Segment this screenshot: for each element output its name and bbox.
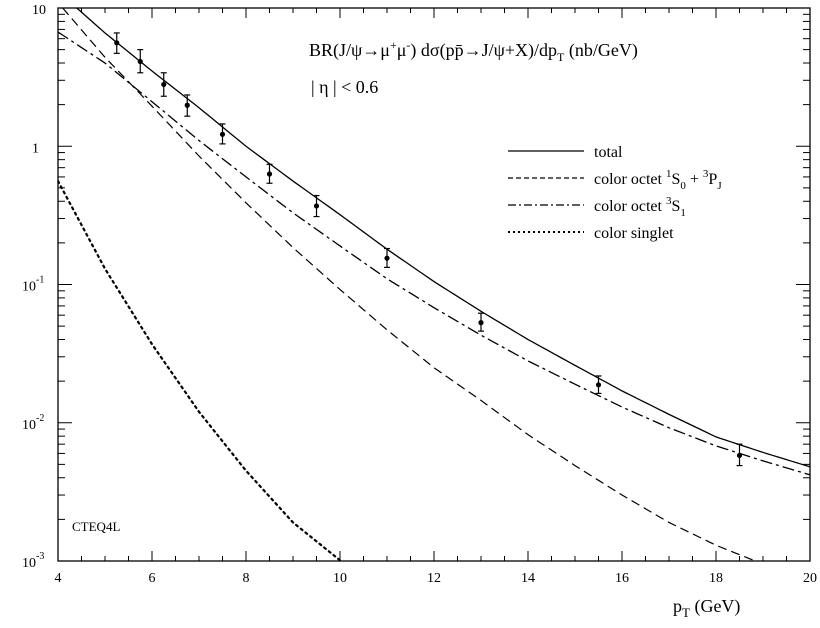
x-tick-label: 12 bbox=[427, 571, 441, 586]
chart-subtitle: | η | < 0.6 bbox=[311, 77, 378, 97]
y-tick-label: 10-3 bbox=[22, 551, 44, 571]
x-tick-label: 4 bbox=[55, 571, 62, 586]
data-point bbox=[137, 58, 143, 65]
x-tick-label: 8 bbox=[243, 571, 250, 586]
series-line-3 bbox=[58, 179, 343, 561]
data-point bbox=[266, 171, 273, 177]
chart-title: BR(J/ψ→μ+μ-) dσ(pp̄→J/ψ+X)/dpT (nb/GeV) bbox=[309, 38, 638, 64]
series-line-0 bbox=[76, 8, 810, 468]
data-point bbox=[595, 382, 602, 388]
annotation-cteq4l: CTEQ4L bbox=[72, 519, 120, 534]
legend-label-octet-s1: color octet 3S1 bbox=[594, 195, 686, 219]
data-point bbox=[384, 255, 390, 261]
plot-frame bbox=[57, 7, 811, 562]
curves bbox=[58, 8, 810, 561]
x-tick-label: 18 bbox=[709, 571, 723, 586]
x-tick-label: 16 bbox=[615, 571, 629, 586]
data-point bbox=[313, 203, 320, 209]
legend: total color octet 1S0 + 3PJ color octet … bbox=[508, 144, 722, 242]
x-tick-label: 14 bbox=[521, 571, 535, 586]
axis-ticks bbox=[57, 7, 811, 562]
y-tick-label: 10-1 bbox=[22, 275, 44, 295]
x-tick-label: 6 bbox=[149, 571, 156, 586]
y-tick-label: 10 bbox=[32, 3, 46, 18]
data-point bbox=[184, 102, 190, 108]
x-tick-label: 10 bbox=[333, 571, 347, 586]
data-point bbox=[114, 40, 120, 46]
y-tick-label: 10-2 bbox=[22, 413, 44, 433]
y-tick-label: 1 bbox=[32, 141, 39, 156]
data-point bbox=[478, 320, 484, 326]
legend-label-singlet: color singlet bbox=[594, 225, 674, 242]
data-point bbox=[219, 131, 226, 137]
data-point bbox=[161, 81, 167, 88]
data-point bbox=[736, 452, 743, 459]
tick-labels: 4 6 8 10 12 14 16 18 20 10-3 10-2 10-1 1 10 bbox=[22, 3, 817, 586]
x-axis-label: pT (GeV) bbox=[673, 596, 740, 620]
data-points bbox=[113, 32, 743, 467]
series-line-2 bbox=[58, 31, 810, 476]
x-tick-label: 20 bbox=[803, 571, 817, 586]
legend-label-total: total bbox=[594, 144, 623, 161]
series-line-1 bbox=[62, 8, 757, 561]
legend-label-octet-s0-pj: color octet 1S0 + 3PJ bbox=[594, 168, 722, 192]
